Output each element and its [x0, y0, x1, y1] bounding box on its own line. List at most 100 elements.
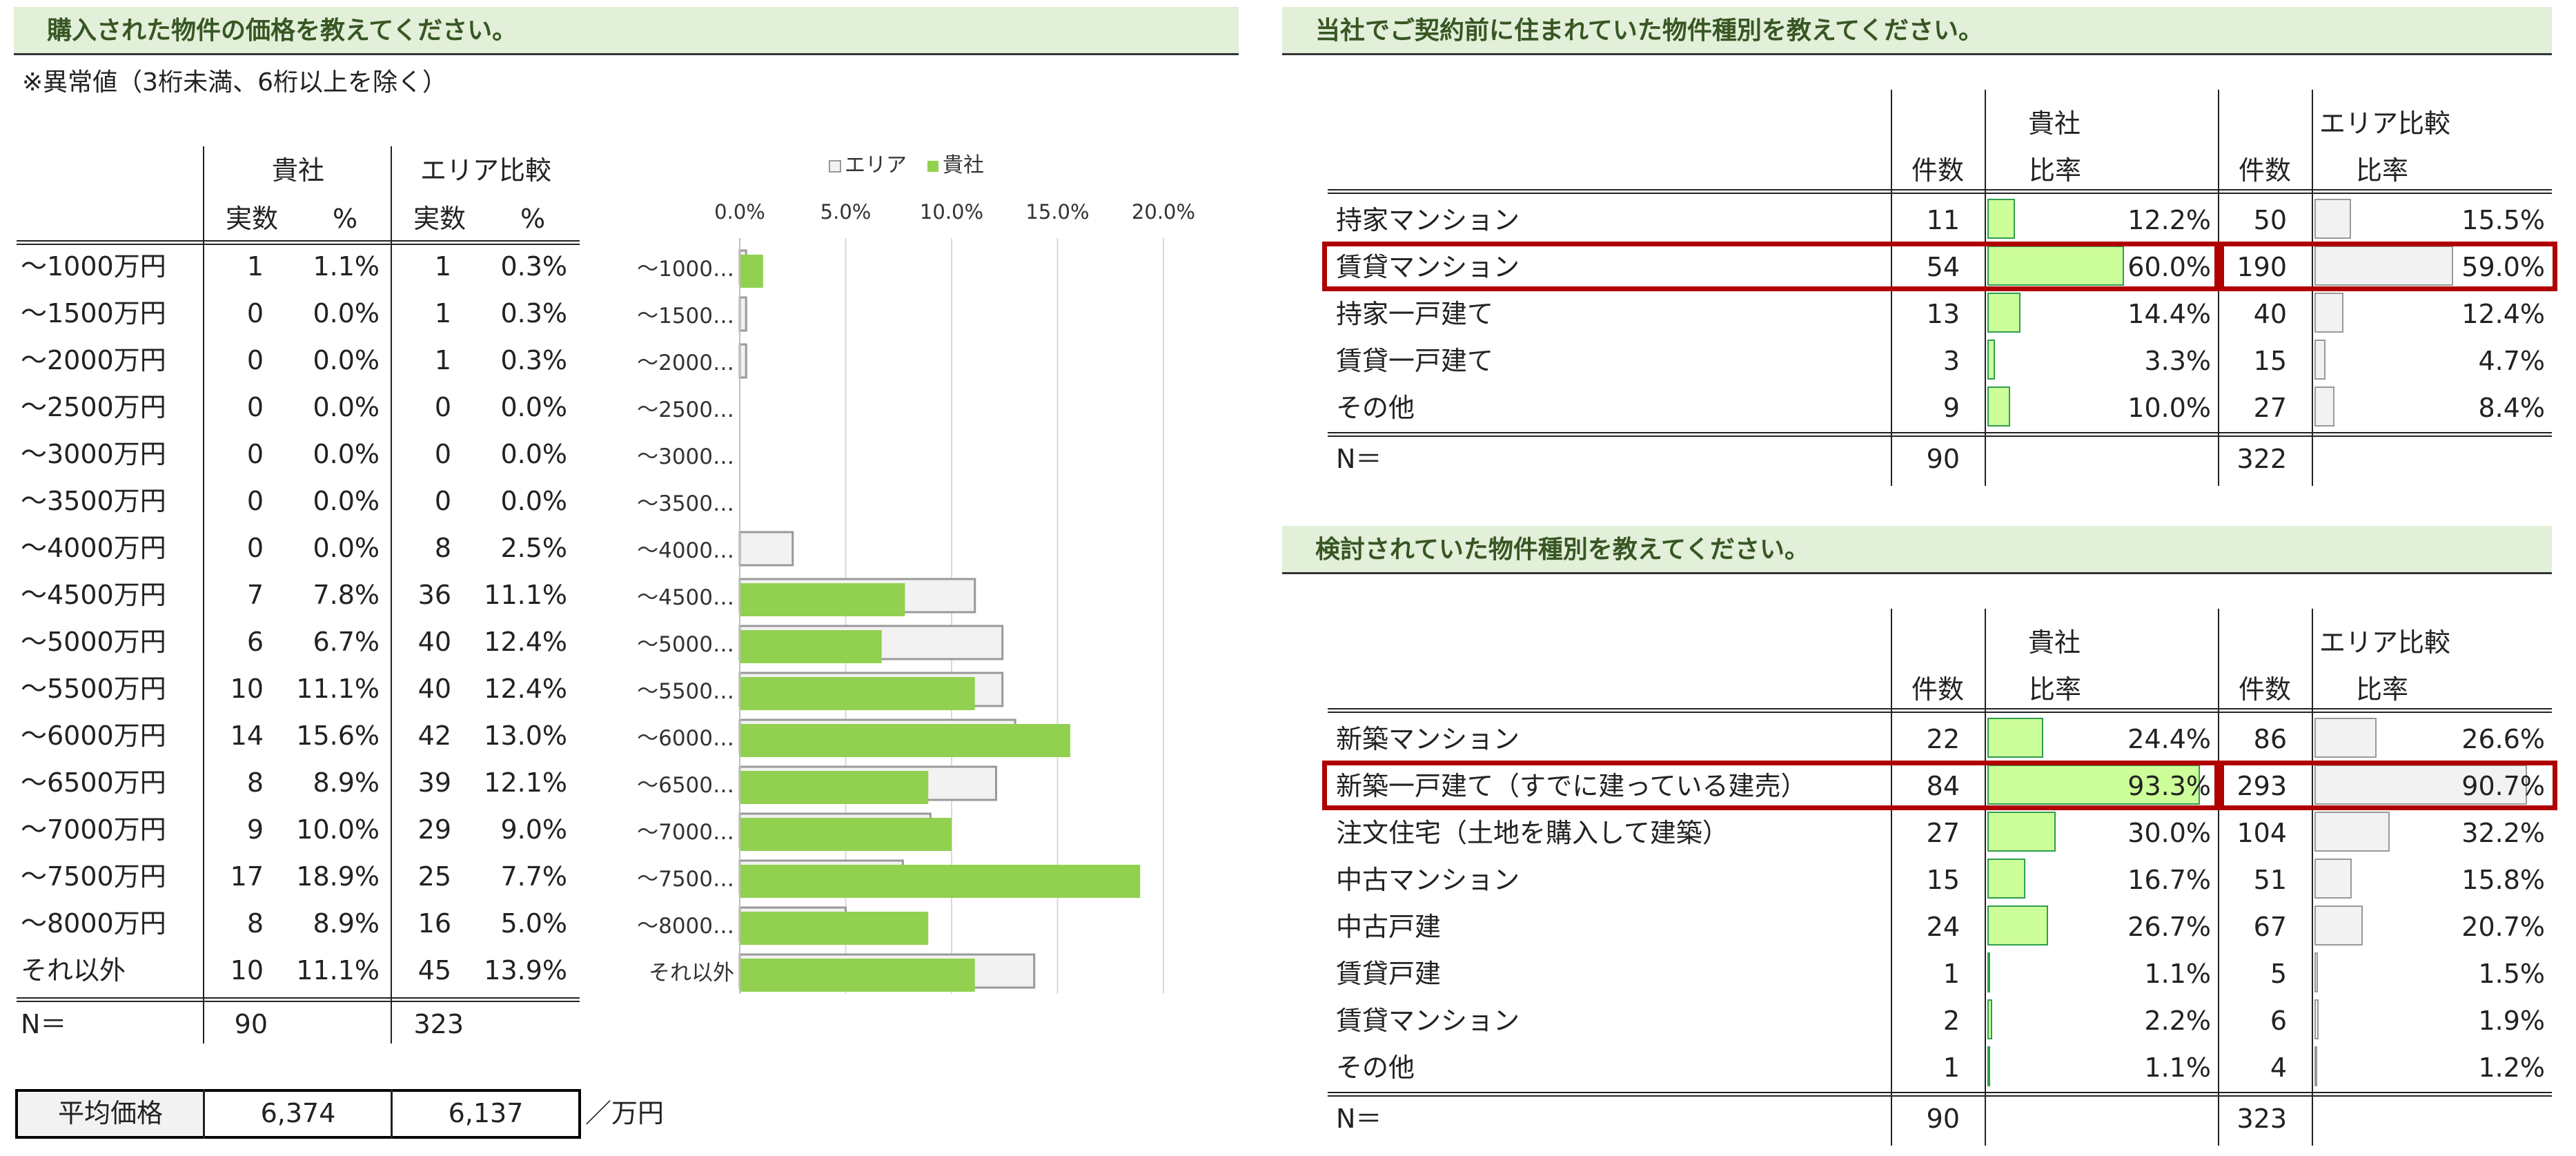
price-row-area-count: 1	[434, 345, 451, 375]
price-row-company-pct: 8.9%	[313, 908, 380, 939]
considered-row-area-count: 51	[2253, 865, 2287, 895]
prev-header-area: エリア比較	[2319, 108, 2450, 139]
considered-row-area-ratio: 90.7%	[2461, 771, 2545, 801]
considered-row-company-count: 1	[1943, 959, 1960, 989]
price-row-company-count: 14	[230, 721, 264, 751]
price-row-label: それ以外	[21, 955, 126, 986]
prev-row-company-ratio: 14.4%	[2127, 299, 2211, 329]
considered-highlight-area	[2219, 761, 2557, 810]
considered-divider	[2312, 609, 2313, 1146]
y-category-label: ～3000…	[637, 444, 734, 469]
price-n-label: N＝	[21, 1009, 67, 1039]
considered-row-label: 中古戸建	[1336, 912, 1442, 942]
prev-row-company-ratio: 10.0%	[2127, 393, 2211, 423]
considered-area-ratio-bar	[2314, 812, 2390, 852]
considered-section-title: 検討されていた物件種別を教えてください。	[1315, 536, 1810, 564]
bar-company	[740, 912, 929, 945]
price-row-company-pct: 0.0%	[313, 486, 380, 516]
price-row-company-pct: 6.7%	[313, 627, 380, 657]
prev-col-ratio: 比率	[2356, 155, 2409, 186]
y-category-label: ～5000…	[637, 632, 734, 657]
prev-total-rule	[1328, 435, 2552, 437]
prev-section-title: 当社でご契約前に住まれていた物件種別を教えてください。	[1315, 17, 1984, 45]
prev-header-rule	[1328, 193, 2552, 194]
price-header-rule	[17, 240, 580, 242]
considered-total-rule	[1328, 1092, 2552, 1093]
considered-header-rule	[1328, 712, 2552, 713]
considered-row-company-count: 2	[1943, 1006, 1960, 1036]
prev-row-company-count: 54	[1926, 252, 1960, 282]
prev-row-company-ratio: 3.3%	[2144, 346, 2211, 376]
y-category-label: それ以外	[649, 961, 734, 986]
prev-highlight-area	[2219, 242, 2557, 291]
price-row-area-count: 0	[434, 392, 451, 422]
price-row-area-count: 29	[417, 814, 451, 845]
considered-row-area-count: 86	[2253, 724, 2287, 754]
price-row-area-count: 0	[434, 439, 451, 469]
considered-header-area: エリア比較	[2319, 627, 2450, 658]
price-row-area-pct: 0.0%	[500, 392, 567, 422]
bar-company	[740, 583, 905, 616]
prev-company-ratio-bar	[1987, 246, 2124, 286]
considered-row-company-count: 1	[1943, 1052, 1960, 1083]
considered-row-company-count: 22	[1926, 724, 1960, 754]
considered-company-ratio-bar	[1987, 999, 1993, 1039]
prev-row-area-ratio: 8.4%	[2478, 393, 2545, 423]
y-category-label: ～6000…	[637, 726, 734, 751]
y-category-label: ～3500…	[637, 491, 734, 516]
y-category-label: ～5500…	[637, 679, 734, 704]
y-category-label: ～6500…	[637, 773, 734, 798]
price-col-pct: %	[332, 204, 358, 234]
considered-area-ratio-bar	[2314, 999, 2319, 1039]
price-row-area-pct: 0.3%	[500, 298, 567, 329]
considered-area-ratio-bar	[2314, 765, 2528, 805]
bar-area	[738, 531, 794, 567]
bar-company	[740, 255, 763, 288]
price-row-company-pct: 0.0%	[313, 298, 380, 329]
price-row-company-count: 10	[230, 674, 264, 704]
prev-row-area-count: 190	[2236, 252, 2287, 282]
price-row-area-count: 36	[417, 580, 451, 610]
price-row-company-pct: 8.9%	[313, 767, 380, 798]
considered-col-ratio: 比率	[2029, 674, 2082, 705]
considered-total-rule	[1328, 1095, 2552, 1097]
y-category-label: ～1500…	[637, 304, 734, 329]
considered-n-label: N＝	[1336, 1104, 1382, 1134]
price-total-rule	[17, 997, 580, 999]
considered-row-area-count: 4	[2270, 1052, 2287, 1083]
considered-row-area-count: 67	[2253, 912, 2287, 942]
price-row-label: ～5500万円	[21, 674, 166, 704]
y-category-label: ～7000…	[637, 820, 734, 845]
considered-row-label: 新築マンション	[1336, 724, 1520, 754]
considered-area-ratio-bar	[2314, 952, 2319, 992]
considered-row-area-ratio: 1.9%	[2478, 1006, 2545, 1036]
prev-company-ratio-bar	[1987, 386, 2010, 427]
price-row-label: ～6500万円	[21, 767, 166, 798]
price-row-label: ～7000万円	[21, 814, 166, 845]
bar-company	[740, 865, 1141, 898]
y-category-label: ～8000…	[637, 914, 734, 939]
prev-row-company-count: 3	[1943, 346, 1960, 376]
prev-area-ratio-bar	[2314, 246, 2453, 286]
considered-area-ratio-bar	[2314, 859, 2352, 899]
prev-row-label: 賃貸マンション	[1336, 252, 1520, 282]
prev-row-label: 持家マンション	[1336, 205, 1520, 235]
considered-row-company-ratio: 30.0%	[2127, 818, 2211, 848]
price-row-company-count: 6	[246, 627, 264, 657]
price-row-company-count: 0	[246, 533, 264, 563]
bar-company	[740, 630, 882, 663]
considered-row-company-count: 15	[1926, 865, 1960, 895]
considered-row-company-count: 24	[1926, 912, 1960, 942]
prev-company-ratio-bar	[1987, 340, 1995, 380]
considered-row-company-count: 84	[1926, 771, 1960, 801]
price-row-company-count: 8	[246, 767, 264, 798]
price-row-area-pct: 13.0%	[484, 721, 567, 751]
prev-row-company-ratio: 60.0%	[2127, 252, 2211, 282]
price-row-area-count: 40	[417, 627, 451, 657]
price-row-label: ～1000万円	[21, 251, 166, 282]
considered-row-area-ratio: 20.7%	[2461, 912, 2545, 942]
prev-row-label: 賃貸一戸建て	[1336, 346, 1494, 376]
considered-section-header: 検討されていた物件種別を教えてください。	[1282, 526, 2552, 574]
price-row-company-count: 8	[246, 908, 264, 939]
price-row-area-count: 40	[417, 674, 451, 704]
